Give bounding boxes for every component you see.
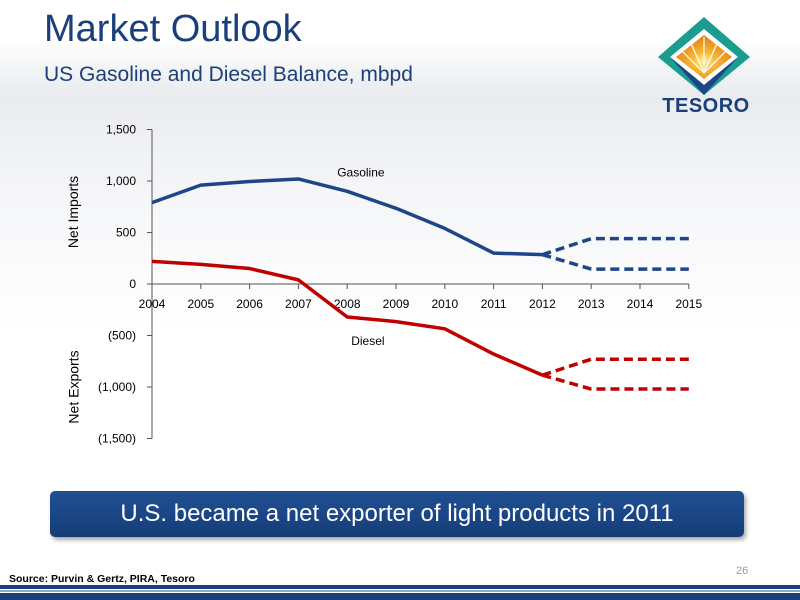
page-number: 26 [736,565,749,577]
x-tick-label: 2010 [431,297,458,311]
x-tick-label: 2007 [285,297,312,311]
diesel-line [151,259,544,377]
x-tick-label: 2015 [675,297,702,311]
diesel-projection-line [541,357,689,377]
gasoline-line [151,177,543,257]
chart-background [0,95,800,490]
x-tick-label: 2014 [627,297,654,311]
gasoline-projection-line [541,236,689,257]
x-tick-label: 2011 [481,297,507,311]
page-title: Market Outlook [44,8,302,50]
x-tick-label: 2013 [578,297,605,311]
header-band [0,0,800,95]
y-axis-title-imports: Net Imports [65,175,82,249]
x-tick-label: 2009 [383,297,410,311]
tesoro-logo-icon [658,17,750,95]
logo-wordmark: TESORO [662,95,750,117]
x-tick-label: 2005 [187,297,214,311]
y-tick-label: 1,000 [106,174,136,188]
x-tick-label: 2012 [529,297,556,311]
y-tick-label: (1,000) [98,380,136,394]
footer-stripes [0,585,800,600]
key-message-callout: U.S. became a net exporter of light prod… [50,491,744,537]
y-tick-label: 0 [129,277,136,291]
y-tick-label: 1,500 [106,123,136,137]
page-subtitle: US Gasoline and Diesel Balance, mbpd [44,63,413,86]
y-tick-label: 500 [116,226,136,240]
x-tick-label: 2004 [139,297,166,311]
y-tick-label: (500) [108,329,136,343]
x-tick-label: 2008 [334,297,361,311]
series-label-diesel: Diesel [351,334,384,348]
y-tick-label: (1,500) [98,432,136,446]
y-axis-title-exports: Net Exports [65,350,82,424]
diesel-projection-line [541,373,689,391]
x-tick-label: 2006 [236,297,263,311]
source-note: Source: Purvin & Gertz, PIRA, Tesoro [9,573,195,585]
gasoline-projection-line [541,252,689,271]
series-label-gasoline: Gasoline [337,165,385,179]
